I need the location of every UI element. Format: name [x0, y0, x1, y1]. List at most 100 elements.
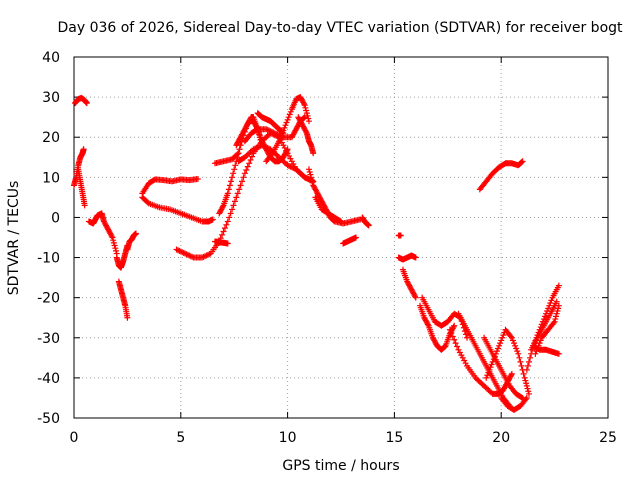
data-point [283, 119, 290, 126]
data-point [219, 231, 226, 238]
data-point [221, 225, 228, 232]
data-point [285, 114, 292, 121]
data-point [547, 300, 554, 307]
series-arc-08 [139, 175, 201, 197]
data-point [308, 177, 315, 184]
data-point [227, 210, 234, 217]
series-arc-04 [85, 210, 120, 257]
series-arc-22 [340, 234, 359, 247]
data-point [224, 240, 231, 247]
data-point [451, 336, 458, 343]
data-point [486, 366, 493, 373]
data-point [225, 186, 232, 193]
x-axis-label: GPS time / hours [282, 458, 399, 474]
data-point [246, 160, 253, 167]
data-point [555, 305, 562, 312]
data-point [492, 350, 499, 357]
data-point [231, 166, 238, 173]
data-point [305, 166, 312, 173]
data-point [518, 158, 525, 165]
data-point [500, 332, 507, 339]
series-arc-37 [530, 342, 562, 357]
series-arc-26 [399, 266, 419, 301]
data-point [507, 333, 514, 340]
data-point [302, 104, 309, 111]
data-point [244, 163, 251, 170]
data-point [523, 382, 530, 389]
data-point [305, 118, 312, 125]
data-points [71, 94, 562, 413]
data-point [286, 111, 293, 118]
data-point [305, 115, 312, 122]
data-point [194, 175, 201, 182]
data-point [284, 146, 291, 153]
data-point [524, 385, 531, 392]
series-arc-23 [359, 214, 372, 229]
series-arc-32 [498, 394, 530, 413]
data-point [490, 356, 497, 363]
data-point [219, 203, 226, 210]
x-tick-label: 20 [492, 430, 510, 446]
data-point [555, 350, 562, 357]
series-arc-03 [75, 166, 88, 209]
data-point [338, 218, 344, 225]
data-point [226, 182, 233, 189]
data-point [230, 202, 237, 209]
data-point [303, 128, 310, 135]
data-point [209, 216, 216, 223]
data-point [236, 186, 243, 193]
series-arc-11 [211, 238, 231, 247]
data-point [553, 298, 560, 305]
data-point [235, 150, 242, 157]
data-point [488, 361, 495, 368]
data-point [498, 337, 505, 344]
data-point [276, 138, 283, 145]
y-tick-label: -40 [37, 371, 60, 387]
data-point [499, 334, 506, 341]
series-arc-09 [139, 194, 216, 225]
data-point [243, 166, 250, 173]
x-tick-label: 10 [279, 430, 297, 446]
y-tick-label: -30 [37, 331, 60, 347]
series-arc-24 [395, 232, 404, 239]
data-point [236, 146, 243, 153]
data-point [300, 114, 307, 121]
series-arc-06 [124, 230, 139, 253]
data-point [230, 170, 237, 177]
data-point [515, 350, 522, 357]
data-point [493, 348, 500, 355]
data-point [554, 308, 561, 315]
data-point [512, 342, 519, 349]
y-tick-label: 40 [42, 50, 60, 66]
data-point [424, 321, 431, 328]
data-point [279, 130, 286, 137]
data-point [546, 302, 553, 309]
data-point [268, 151, 275, 158]
data-point [108, 233, 115, 240]
data-point [545, 305, 552, 312]
data-point [517, 358, 524, 365]
data-point [550, 320, 557, 327]
data-point [309, 179, 316, 186]
data-point [83, 100, 90, 107]
data-point [281, 124, 288, 131]
chart-title: Day 036 of 2026, Sidereal Day-to-day VTE… [57, 20, 623, 36]
data-point [232, 162, 239, 169]
data-point [237, 182, 244, 189]
data-point [233, 194, 240, 201]
data-point [519, 158, 526, 165]
data-point [514, 348, 521, 355]
series-arc-38 [476, 158, 526, 193]
series-arc-25 [395, 252, 419, 263]
data-point [537, 337, 544, 344]
data-point [523, 366, 530, 373]
y-tick-label: 0 [51, 210, 60, 226]
data-point [520, 370, 527, 377]
series-arc-27 [417, 302, 458, 353]
data-point [247, 156, 254, 163]
data-point [555, 282, 562, 289]
series-arc-36 [532, 302, 562, 357]
series-arc-30 [455, 310, 513, 409]
data-point [310, 150, 317, 157]
series-arc-31 [481, 334, 526, 401]
